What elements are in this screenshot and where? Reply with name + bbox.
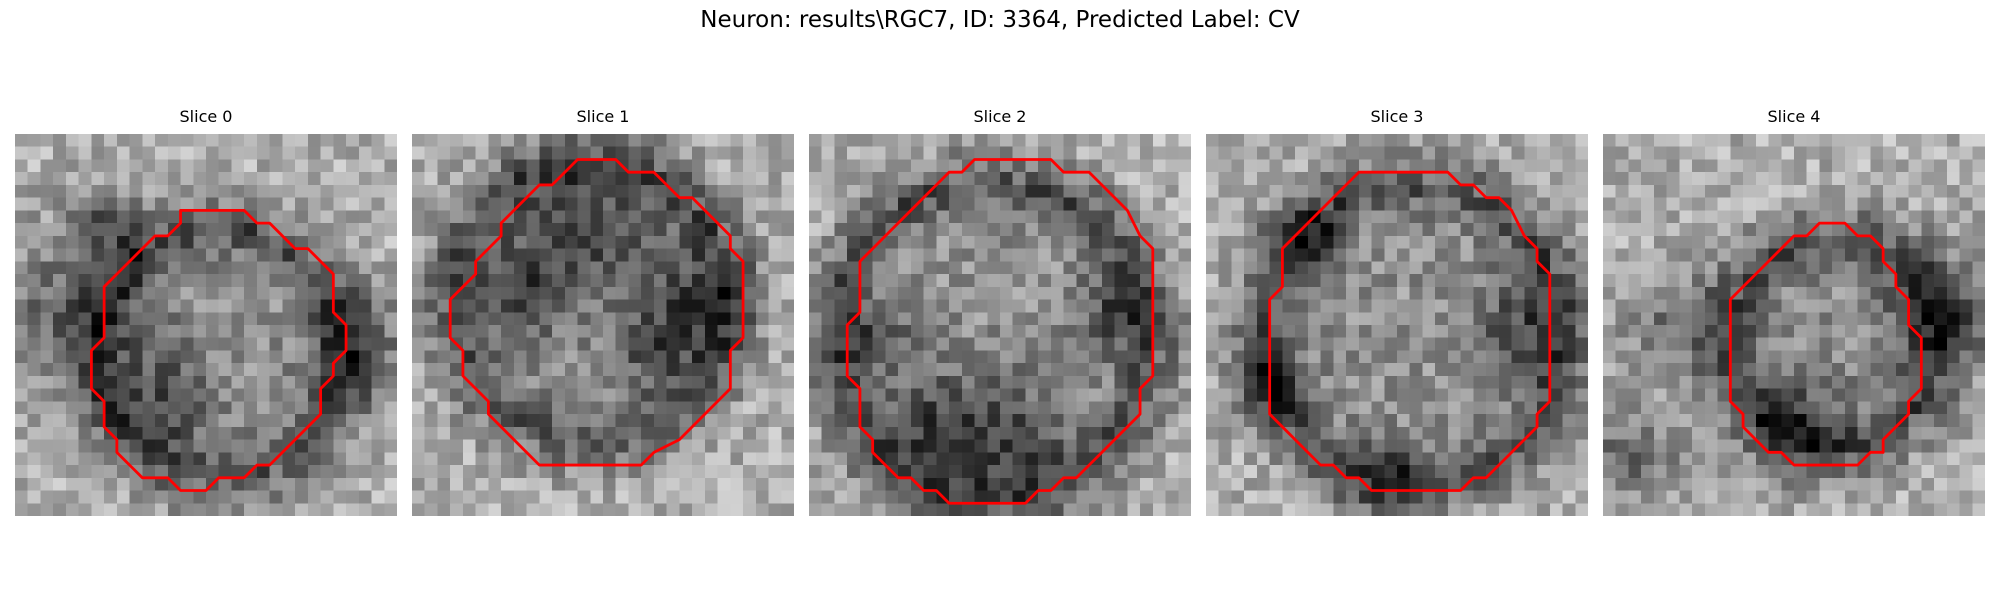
cell-contour [845, 158, 1155, 505]
slice-image [1603, 134, 1985, 516]
slice-title: Slice 1 [576, 107, 630, 126]
slice-title: Slice 4 [1767, 107, 1821, 126]
slice-panel-3: Slice 3 [1206, 107, 1588, 516]
slice-image [412, 134, 794, 516]
cell-contour [1268, 170, 1552, 492]
slice-title: Slice 0 [179, 107, 233, 126]
cell-contour [89, 208, 348, 492]
slice-title: Slice 3 [1370, 107, 1424, 126]
figure-title: Neuron: results\RGC7, ID: 3364, Predicte… [700, 7, 1300, 33]
slice-image [15, 134, 397, 516]
cell-contour [1728, 221, 1923, 467]
cell-contour [448, 158, 745, 467]
slice-title: Slice 2 [973, 107, 1027, 126]
slice-panel-0: Slice 0 [15, 107, 397, 516]
slice-panel-2: Slice 2 [809, 107, 1191, 516]
slice-panel-1: Slice 1 [412, 107, 794, 516]
slice-image [1206, 134, 1588, 516]
slice-image [809, 134, 1191, 516]
slice-panel-4: Slice 4 [1603, 107, 1985, 516]
